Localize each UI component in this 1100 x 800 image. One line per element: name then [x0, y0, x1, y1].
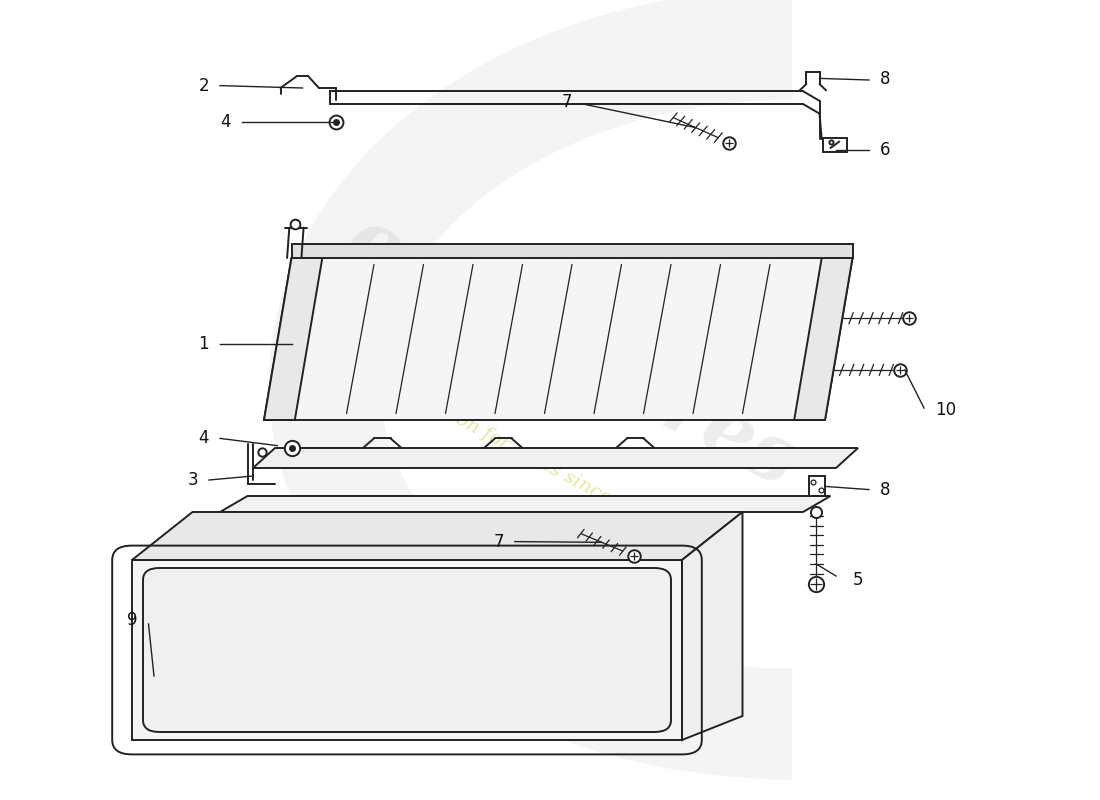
Text: 5: 5: [852, 571, 864, 589]
Text: 4: 4: [220, 113, 231, 130]
Text: 9: 9: [126, 611, 138, 629]
Polygon shape: [132, 512, 742, 560]
Polygon shape: [292, 243, 852, 258]
Text: 1: 1: [198, 335, 209, 353]
Text: 3: 3: [187, 471, 198, 489]
Text: 10: 10: [935, 401, 956, 418]
Polygon shape: [794, 258, 852, 420]
Polygon shape: [253, 448, 858, 468]
Polygon shape: [264, 258, 322, 420]
Polygon shape: [132, 560, 682, 740]
Polygon shape: [682, 512, 742, 740]
Text: 8: 8: [880, 481, 891, 498]
Text: 4: 4: [198, 430, 209, 447]
Text: 2: 2: [198, 77, 209, 94]
Text: 7: 7: [493, 533, 504, 550]
FancyBboxPatch shape: [143, 568, 671, 732]
Polygon shape: [220, 496, 830, 512]
Polygon shape: [264, 258, 852, 420]
Text: a passion for parts since 1985: a passion for parts since 1985: [393, 378, 663, 534]
Text: 7: 7: [561, 94, 572, 111]
Text: 8: 8: [880, 70, 891, 88]
Text: 6: 6: [880, 141, 891, 158]
Text: eurospares: eurospares: [333, 201, 811, 503]
